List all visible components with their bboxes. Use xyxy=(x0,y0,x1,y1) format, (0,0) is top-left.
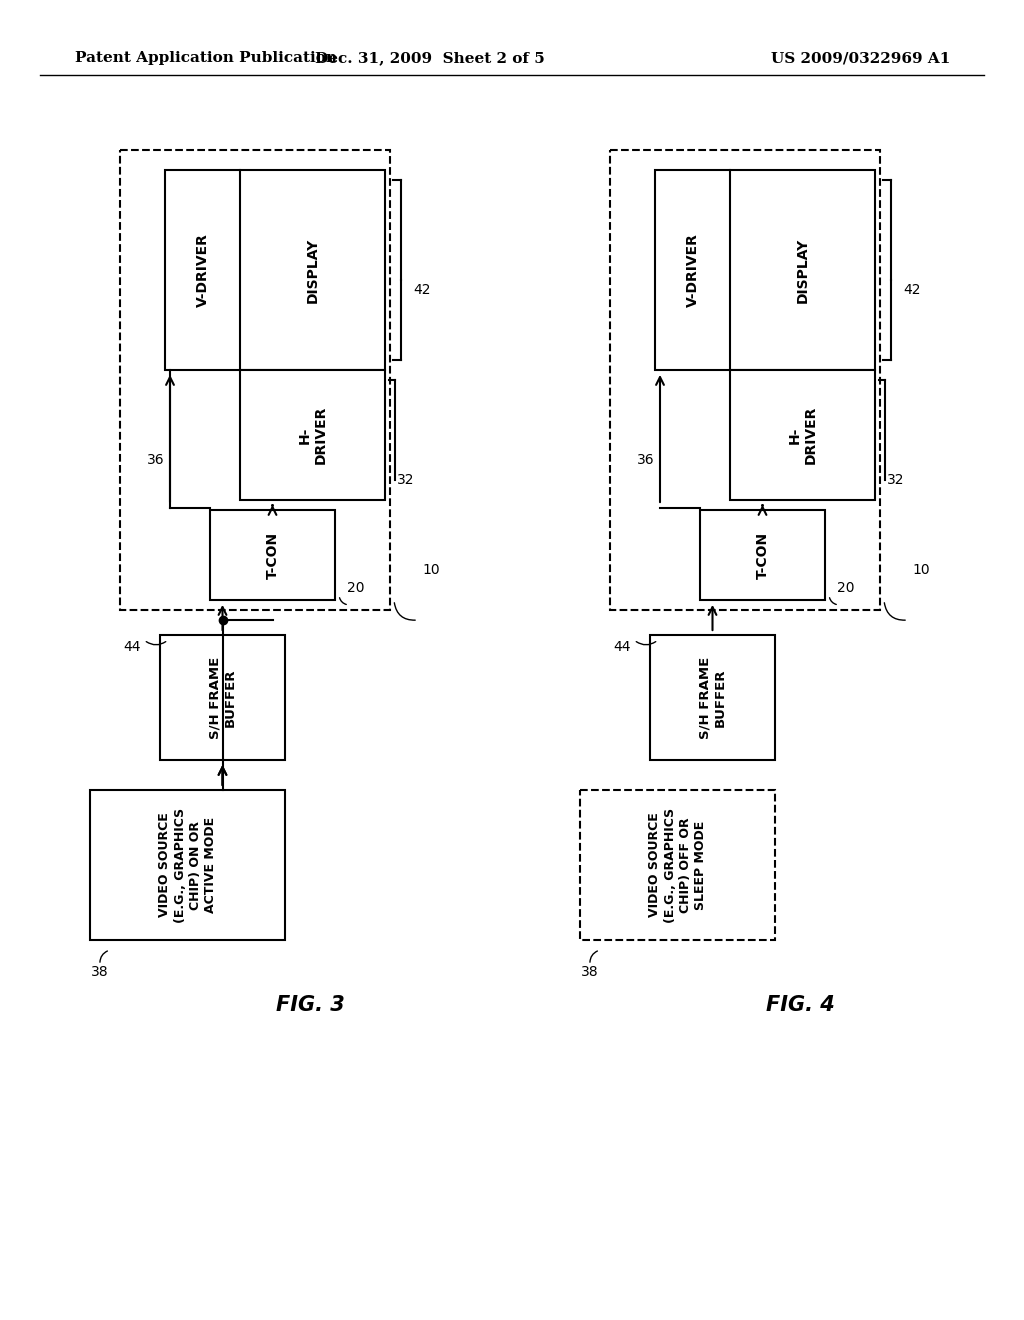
Text: FIG. 3: FIG. 3 xyxy=(275,995,344,1015)
Bar xyxy=(730,370,874,500)
Bar xyxy=(165,170,385,370)
Text: 38: 38 xyxy=(582,965,599,979)
Text: 42: 42 xyxy=(413,282,430,297)
Text: H-
DRIVER: H- DRIVER xyxy=(297,405,328,465)
Text: 36: 36 xyxy=(637,453,654,467)
Bar xyxy=(240,370,385,500)
Text: 44: 44 xyxy=(123,640,140,653)
Text: T-CON: T-CON xyxy=(756,532,769,578)
Text: 42: 42 xyxy=(903,282,921,297)
Text: US 2009/0322969 A1: US 2009/0322969 A1 xyxy=(771,51,950,65)
Text: V-DRIVER: V-DRIVER xyxy=(196,234,210,308)
Text: 10: 10 xyxy=(422,564,439,577)
Text: VIDEO SOURCE
(E.G., GRAPHICS
CHIP) ON OR
ACTIVE MODE: VIDEO SOURCE (E.G., GRAPHICS CHIP) ON OR… xyxy=(159,808,216,923)
Text: DISPLAY: DISPLAY xyxy=(305,238,319,302)
Text: DISPLAY: DISPLAY xyxy=(796,238,810,302)
Text: T-CON: T-CON xyxy=(265,532,280,578)
Bar xyxy=(700,510,825,601)
Text: 20: 20 xyxy=(347,581,365,595)
Text: H-
DRIVER: H- DRIVER xyxy=(787,405,817,465)
Text: 32: 32 xyxy=(887,473,904,487)
Bar xyxy=(160,635,285,760)
Text: V-DRIVER: V-DRIVER xyxy=(685,234,699,308)
Text: 20: 20 xyxy=(837,581,854,595)
Text: 44: 44 xyxy=(613,640,631,653)
Text: 32: 32 xyxy=(397,473,415,487)
Bar xyxy=(120,150,390,610)
Bar xyxy=(650,635,775,760)
Text: Dec. 31, 2009  Sheet 2 of 5: Dec. 31, 2009 Sheet 2 of 5 xyxy=(315,51,545,65)
Text: 38: 38 xyxy=(91,965,109,979)
Bar xyxy=(610,150,880,610)
Bar xyxy=(580,789,775,940)
Text: S/H FRAME
BUFFER: S/H FRAME BUFFER xyxy=(209,656,237,739)
Bar xyxy=(90,789,285,940)
Text: 10: 10 xyxy=(912,564,930,577)
Text: VIDEO SOURCE
(E.G., GRAPHICS
CHIP) OFF OR
SLEEP MODE: VIDEO SOURCE (E.G., GRAPHICS CHIP) OFF O… xyxy=(648,808,707,923)
Text: 36: 36 xyxy=(147,453,165,467)
Bar xyxy=(655,170,874,370)
Text: S/H FRAME
BUFFER: S/H FRAME BUFFER xyxy=(698,656,726,739)
Text: Patent Application Publication: Patent Application Publication xyxy=(75,51,337,65)
Bar xyxy=(210,510,335,601)
Text: FIG. 4: FIG. 4 xyxy=(766,995,835,1015)
